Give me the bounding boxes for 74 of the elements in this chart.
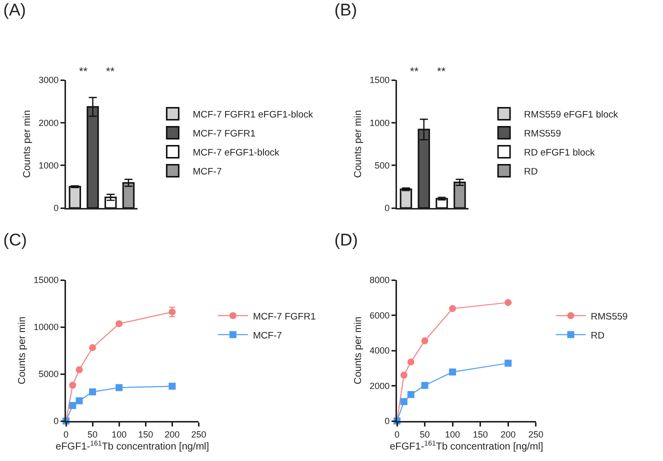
point — [504, 360, 512, 367]
x-tick-label: 150 — [472, 429, 488, 440]
y-tick-label: 5000 — [38, 369, 59, 380]
point — [116, 384, 123, 392]
point — [504, 299, 512, 306]
x-tick-label: 250 — [191, 429, 206, 440]
x-tick-label: 50 — [88, 429, 98, 440]
y-axis-title: Counts per min — [22, 110, 33, 178]
point — [116, 320, 123, 328]
text: ** — [410, 66, 420, 78]
x-tick-label: 150 — [138, 429, 154, 440]
x-axis-title: eFGF1-$^{161}$Tb concentration [ng/ml] — [390, 440, 544, 453]
legend-label: MCF-7 FGFR1 eFGF1-block — [192, 109, 314, 120]
x-tick-label: 0 — [63, 429, 69, 440]
point — [407, 391, 414, 398]
x-tick-label: 200 — [164, 429, 180, 440]
y-tick-label: 0 — [54, 416, 59, 426]
point — [76, 397, 83, 404]
point — [89, 344, 96, 352]
point — [69, 402, 76, 409]
chart-title: (A) — [3, 0, 26, 20]
y-tick-label: 500 — [374, 160, 390, 170]
x-tick-label: 100 — [445, 429, 460, 440]
legend-label: MCF-7 — [192, 166, 222, 178]
chart-title: (C) — [3, 230, 27, 250]
x-tick-label: 100 — [112, 429, 127, 440]
point — [76, 366, 83, 374]
legend-label: MCF-7 eFGF1-block — [192, 147, 280, 158]
legend-label: RMS559 — [590, 311, 628, 322]
x-tick-label: 200 — [500, 429, 516, 440]
text: ** — [437, 66, 446, 78]
point — [421, 382, 428, 389]
legend-label: MCF-7 — [252, 330, 282, 342]
chart-title: (B) — [334, 0, 357, 20]
y-tick-label: 0 — [384, 203, 390, 214]
y-tick-label: 0 — [384, 416, 390, 426]
point — [69, 382, 76, 389]
y-tick-label: 1000 — [370, 118, 390, 128]
point — [421, 337, 428, 344]
legend-label: RD — [524, 166, 538, 178]
y-axis-title: Counts per min — [352, 316, 364, 384]
text: ** — [79, 66, 88, 78]
y-tick-label: 2000 — [370, 380, 390, 391]
point — [400, 372, 408, 379]
point — [407, 358, 414, 366]
y-tick-label: 3000 — [38, 75, 59, 86]
legend-label: MCF-7 FGFR1 — [192, 128, 256, 140]
x-tick-label: 50 — [420, 429, 430, 440]
legend-label: RMS559 — [524, 128, 562, 140]
point — [449, 368, 456, 376]
y-tick-label: 10000 — [34, 322, 59, 332]
text: ** — [106, 66, 116, 78]
legend-label: RMS559 eFGF1 block — [524, 109, 618, 120]
x-tick-label: 250 — [528, 429, 544, 440]
y-tick-label: 1500 — [370, 75, 390, 86]
point — [89, 388, 96, 396]
point — [168, 382, 176, 390]
x-tick-label: 0 — [394, 429, 400, 440]
point — [400, 398, 408, 406]
y-tick-label: 15000 — [34, 275, 59, 286]
y-tick-label: 2000 — [38, 118, 59, 128]
y-axis-title: Counts per min — [352, 110, 364, 178]
y-tick-label: 1000 — [38, 160, 59, 170]
legend-label: RD eFGF1 block — [524, 147, 596, 158]
y-tick-label: 0 — [54, 203, 59, 214]
y-tick-label: 6000 — [370, 310, 390, 320]
y-tick-label: 8000 — [370, 275, 390, 286]
chart-title: (D) — [334, 230, 358, 250]
legend-label: RD — [590, 330, 605, 342]
legend-label: MCF-7 FGFR1 — [252, 311, 316, 322]
y-tick-label: 4000 — [370, 346, 390, 356]
x-axis-title: eFGF1-$^{161}$Tb concentration [ng/ml] — [56, 440, 210, 453]
y-axis-title: Counts per min — [16, 316, 28, 384]
point — [449, 305, 456, 312]
